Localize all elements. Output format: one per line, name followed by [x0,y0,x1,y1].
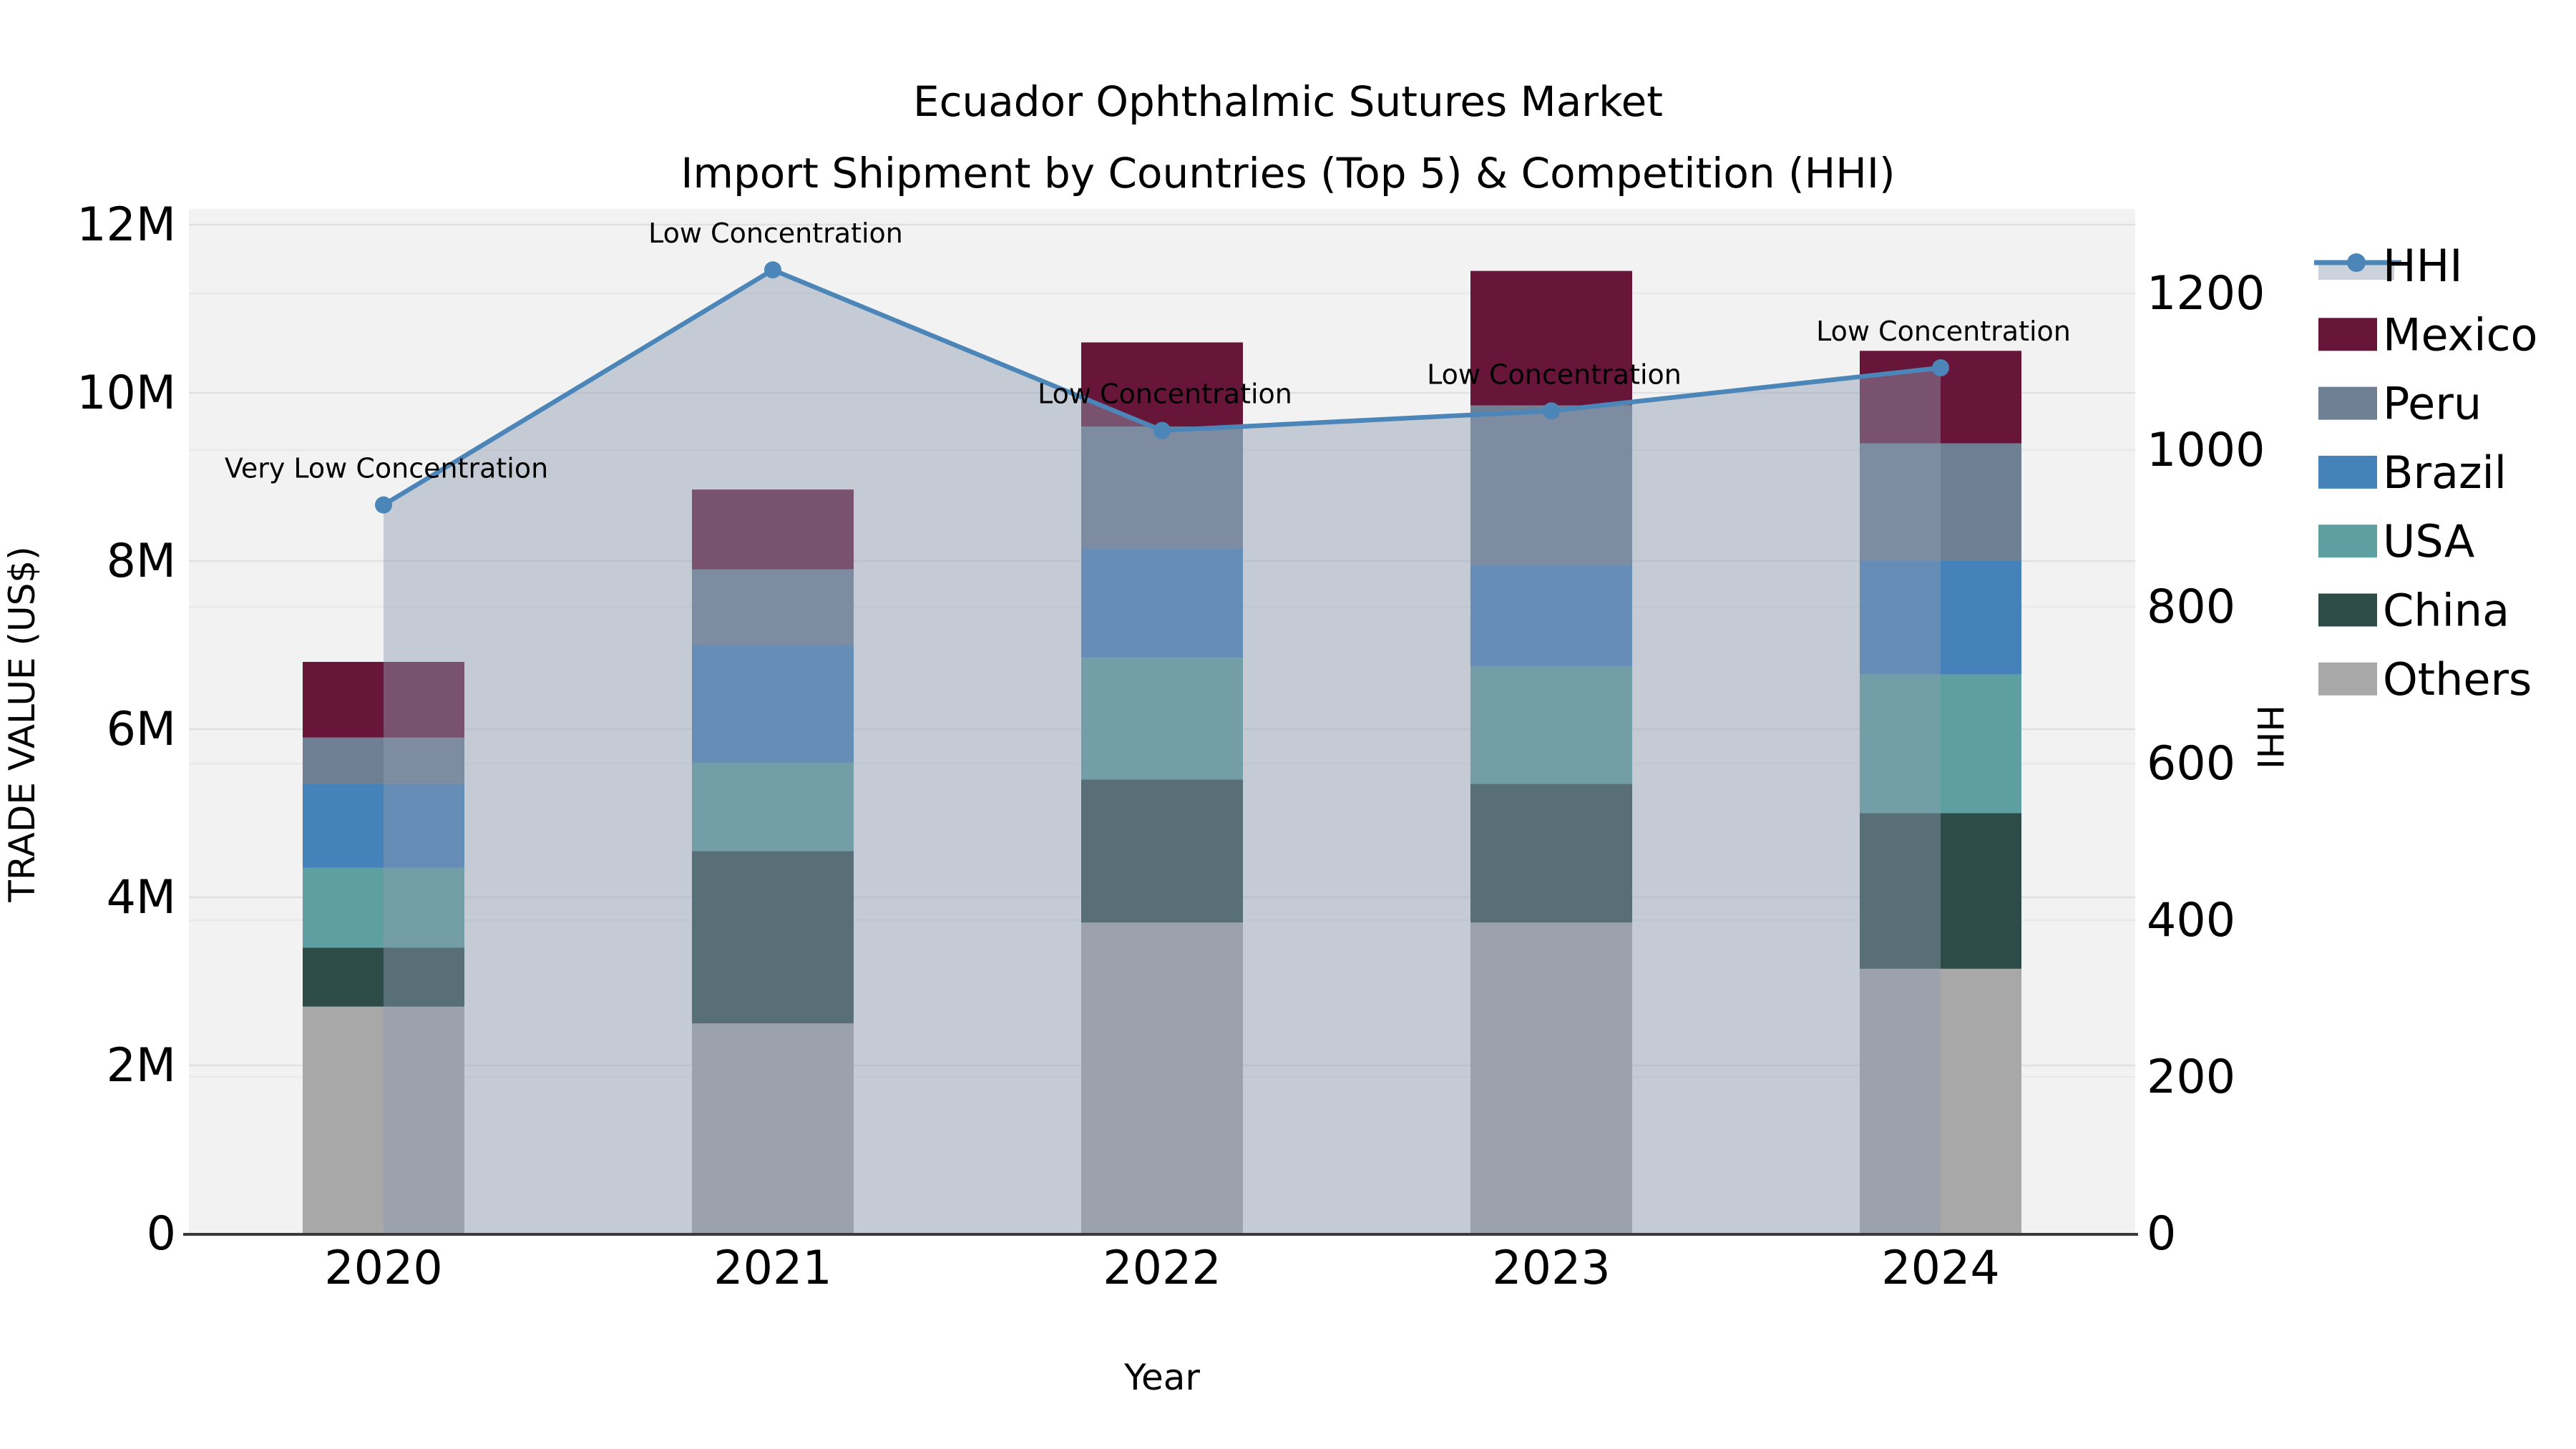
x-axis-title: Year [1123,1357,1200,1398]
legend-item-china: China [2318,585,2509,637]
x-tick-2022: 2022 [1103,1241,1221,1295]
tick-label-layer: 0 2M 4M 6M 8M 10M 12M 0 200 400 600 800 1000 1200 2020… [77,198,2265,1295]
bar-2023-peru [1470,405,1632,565]
legend-label-mexico: Mexico [2383,308,2538,361]
annotation-2020: Very Low Concentration [225,453,548,484]
legend-item-usa: USA [2318,515,2474,567]
legend-swatch-others [2318,662,2377,696]
chart-title: Ecuador Ophthalmic Sutures Market [913,77,1663,126]
y-axis-title-left: TRADE VALUE (US$) [1,546,43,902]
x-tick-2020: 2020 [324,1241,442,1295]
bar-2021-brazil [692,645,854,763]
annotation-layer: Very Low Concentration Low Concentration L… [225,218,2071,484]
legend-swatch-peru [2318,386,2377,420]
y-tick-left-12M: 12M [77,198,176,252]
legend-swatch-usa [2318,525,2377,558]
y-tick-right-1200: 1200 [2147,267,2265,321]
hhi-area-fill [384,270,1941,1234]
bar-2023-mexico [1470,270,1632,406]
bar-2022-peru [1081,426,1243,549]
bar-2024-brazil [1860,561,2021,675]
bar-2024-usa [1860,674,2021,814]
bar-2024-others [1860,968,2021,1234]
legend-label-usa: USA [2383,515,2474,567]
bar-2020-mexico [303,662,464,738]
bar-2021-mexico [692,489,854,570]
y-tick-left-2M: 2M [107,1039,176,1093]
hhi-marker-2020 [375,496,392,514]
bar-2022-brazil [1081,548,1243,658]
y-tick-right-600: 600 [2147,737,2235,791]
x-tick-2023: 2023 [1492,1241,1610,1295]
hhi-marker-2024 [1932,359,1949,377]
bar-2023-others [1470,922,1632,1234]
legend-swatch-mexico [2318,318,2377,351]
annotation-2021: Low Concentration [648,218,903,249]
y-tick-left-10M: 10M [77,366,176,420]
hhi-area-layer [384,270,1941,1234]
legend-label-hhi: HHI [2383,240,2463,292]
hhi-marker-2023 [1543,402,1560,420]
legend-item-hhi: HHI [2314,240,2463,292]
bar-2023-brazil [1470,565,1632,666]
bar-2022-china [1081,779,1243,923]
bar-2023-china [1470,784,1632,923]
bar-2020-china [303,947,464,1007]
bar-2020-peru [303,737,464,784]
bar-2021-others [692,1023,854,1234]
bar-2021-usa [692,763,854,852]
chart-subtitle: Import Shipment by Countries (Top 5) & C… [680,149,1895,197]
legend-label-peru: Peru [2383,378,2482,430]
annotation-2022: Low Concentration [1038,379,1292,410]
y-axis-title-right: HHI [2249,705,2290,769]
legend-label-others: Others [2383,653,2532,706]
hhi-marker-2021 [764,261,781,279]
legend-item-brazil: Brazil [2318,447,2507,499]
y-tick-left-0: 0 [147,1207,176,1261]
y-tick-right-800: 800 [2147,580,2235,634]
legend: HHI Mexico Peru Brazil USA China Others [2314,240,2538,706]
hhi-line-layer [375,261,1949,514]
bar-2022-mexico [1081,342,1243,426]
y-tick-right-200: 200 [2147,1050,2235,1104]
y-tick-left-8M: 8M [107,535,176,588]
legend-swatch-china [2318,593,2377,627]
annotation-2024: Low Concentration [1816,316,2071,347]
legend-swatch-hhi-marker [2347,253,2366,272]
legend-item-mexico: Mexico [2318,308,2538,361]
x-tick-2024: 2024 [1881,1241,1999,1295]
legend-item-others: Others [2318,653,2532,706]
y-tick-left-6M: 6M [107,703,176,756]
y-tick-right-400: 400 [2147,894,2235,947]
x-tick-2021: 2021 [713,1241,831,1295]
hhi-marker-2022 [1153,421,1171,439]
y-tick-right-1000: 1000 [2147,424,2265,477]
legend-label-brazil: Brazil [2383,447,2507,499]
legend-swatch-brazil [2318,455,2377,489]
bar-2020-usa [303,867,464,948]
bar-2021-peru [692,569,854,645]
legend-label-china: China [2383,585,2509,637]
y-tick-left-4M: 4M [107,871,176,924]
bar-2020-others [303,1006,464,1234]
bar-2022-usa [1081,658,1243,780]
legend-item-peru: Peru [2318,378,2482,430]
annotation-2023: Low Concentration [1427,358,1682,390]
y-tick-right-0: 0 [2147,1207,2176,1261]
bar-2023-usa [1470,665,1632,784]
bar-2024-china [1860,813,2021,969]
bar-2020-brazil [303,784,464,868]
bar-2024-peru [1860,443,2021,561]
bar-2022-others [1081,922,1243,1234]
bar-2021-china [692,851,854,1024]
